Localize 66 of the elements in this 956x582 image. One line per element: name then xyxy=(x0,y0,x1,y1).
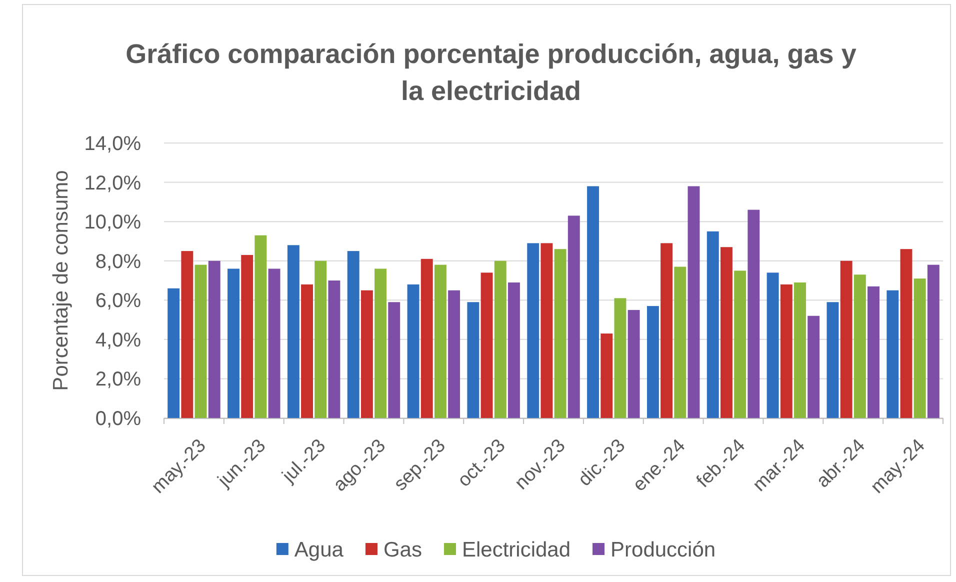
y-tick-label: 14,0% xyxy=(84,133,142,155)
bar xyxy=(540,243,553,418)
y-tick-label: 2,0% xyxy=(95,368,142,391)
bar xyxy=(241,254,254,418)
bar xyxy=(840,260,852,418)
bar xyxy=(674,266,686,418)
y-tick-label: 4,0% xyxy=(95,329,142,352)
y-tick-label: 12,0% xyxy=(84,172,142,194)
y-tick-label: 8,0% xyxy=(95,250,142,273)
legend-label: Agua xyxy=(294,538,344,562)
bar xyxy=(734,270,746,418)
bar xyxy=(780,284,792,418)
bar xyxy=(508,282,520,418)
bar xyxy=(706,231,719,418)
bar xyxy=(826,302,839,418)
y-tick-label: 0,0% xyxy=(95,408,142,430)
bar xyxy=(168,288,180,418)
legend-label: Electricidad xyxy=(462,538,571,562)
bar xyxy=(314,260,327,418)
bar xyxy=(854,274,866,418)
bar xyxy=(228,268,240,418)
bar xyxy=(600,334,613,418)
bar xyxy=(494,260,506,418)
bar xyxy=(347,251,360,418)
bar xyxy=(914,278,926,418)
y-axis-title: Porcentaje de consumo xyxy=(49,170,72,391)
bar xyxy=(360,290,373,418)
bar xyxy=(808,316,820,418)
bar xyxy=(194,264,207,418)
bar xyxy=(208,260,220,418)
bar xyxy=(587,186,600,418)
legend-label: Producción xyxy=(610,538,716,562)
bar xyxy=(268,268,280,418)
bar xyxy=(407,284,420,418)
bar xyxy=(927,264,940,418)
y-tick-label: 10,0% xyxy=(84,212,142,234)
bar xyxy=(181,251,194,418)
bar xyxy=(287,245,300,418)
bar xyxy=(900,249,912,418)
bar xyxy=(646,306,659,418)
bar xyxy=(388,302,400,418)
bar xyxy=(886,290,899,418)
legend-label: Gas xyxy=(383,538,422,562)
bar xyxy=(868,286,880,418)
bar xyxy=(301,284,313,418)
bar xyxy=(254,235,267,418)
y-tick-label: 6,0% xyxy=(95,290,142,312)
bar xyxy=(568,216,580,418)
bar xyxy=(794,282,806,418)
bar xyxy=(554,249,566,418)
bar xyxy=(614,298,626,418)
bar xyxy=(480,272,493,418)
bar xyxy=(420,258,433,418)
bar xyxy=(766,272,779,418)
bar xyxy=(688,186,700,418)
bar xyxy=(748,210,760,418)
bar xyxy=(374,268,387,418)
bar xyxy=(448,290,460,418)
bar xyxy=(660,243,673,418)
bar xyxy=(628,310,640,418)
bar xyxy=(434,264,446,418)
chart-title: Gráfico comparación porcentaje producción, agua, gas y la electricidad xyxy=(126,39,856,106)
bar xyxy=(328,280,340,418)
bar xyxy=(720,247,732,418)
bar xyxy=(527,243,540,418)
bar xyxy=(467,302,480,418)
